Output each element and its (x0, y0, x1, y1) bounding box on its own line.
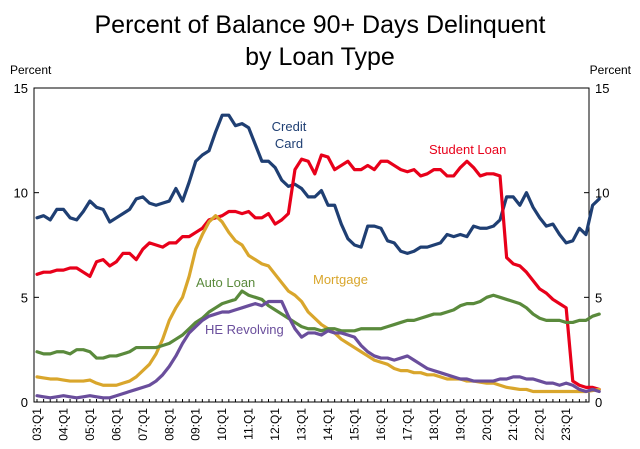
x-tick-label: 03:Q1 (30, 408, 44, 441)
series-label-credit-card: Credit (272, 119, 307, 134)
x-tick-label: 16:Q1 (374, 408, 388, 441)
series-line-auto-loan (35, 289, 601, 360)
series-label-credit-card: Card (275, 136, 303, 151)
x-tick-label: 08:Q1 (162, 408, 176, 441)
y-tick-label-right: 15 (595, 81, 609, 96)
series-line-student-loan (35, 153, 601, 392)
y-tick-label-left: 15 (14, 81, 28, 96)
y-tick-label-right: 0 (595, 395, 602, 410)
series-label-student-loan: Student Loan (429, 142, 506, 157)
x-tick-label: 10:Q1 (215, 408, 229, 441)
chart-title-line1: Percent of Balance 90+ Days Delinquent (94, 11, 546, 39)
x-tick-label: 23:Q1 (559, 408, 573, 441)
series-line-he-revolving (35, 299, 601, 400)
x-tick-label: 09:Q1 (189, 408, 203, 441)
x-tick-label: 17:Q1 (400, 408, 414, 441)
x-tick-label: 06:Q1 (109, 408, 123, 441)
series-line-credit-card (35, 113, 601, 255)
y-axis-label-right: Percent (589, 63, 631, 77)
x-tick-label: 05:Q1 (83, 408, 97, 441)
x-tick-label: 13:Q1 (295, 408, 309, 441)
y-tick-label-left: 5 (21, 290, 28, 305)
x-tick-label: 14:Q1 (321, 408, 335, 441)
x-tick-label: 20:Q1 (480, 408, 494, 441)
x-tick-label: 21:Q1 (506, 408, 520, 441)
x-tick-label: 22:Q1 (533, 408, 547, 441)
plot-frame (33, 87, 590, 403)
y-axis-label-left: Percent (10, 63, 52, 77)
x-tick-label: 19:Q1 (453, 408, 467, 441)
series-label-mortgage: Mortgage (313, 272, 368, 287)
series-label-auto-loan: Auto Loan (196, 275, 255, 290)
x-tick-label: 12:Q1 (268, 408, 282, 441)
y-tick-label-left: 0 (21, 395, 28, 410)
y-tick-label-right: 5 (595, 290, 602, 305)
y-tick-label-right: 10 (595, 186, 609, 201)
series-line-mortgage (35, 214, 601, 394)
x-tick-label: 18:Q1 (427, 408, 441, 441)
series-label-he-revolving: HE Revolving (205, 322, 284, 337)
x-tick-label: 11:Q1 (242, 408, 256, 440)
y-tick-label-left: 10 (14, 186, 28, 201)
chart-title-line2: by Loan Type (245, 43, 395, 71)
x-tick-label: 07:Q1 (136, 408, 150, 441)
x-tick-label: 15:Q1 (347, 408, 361, 441)
x-tick-label: 04:Q1 (56, 408, 70, 441)
